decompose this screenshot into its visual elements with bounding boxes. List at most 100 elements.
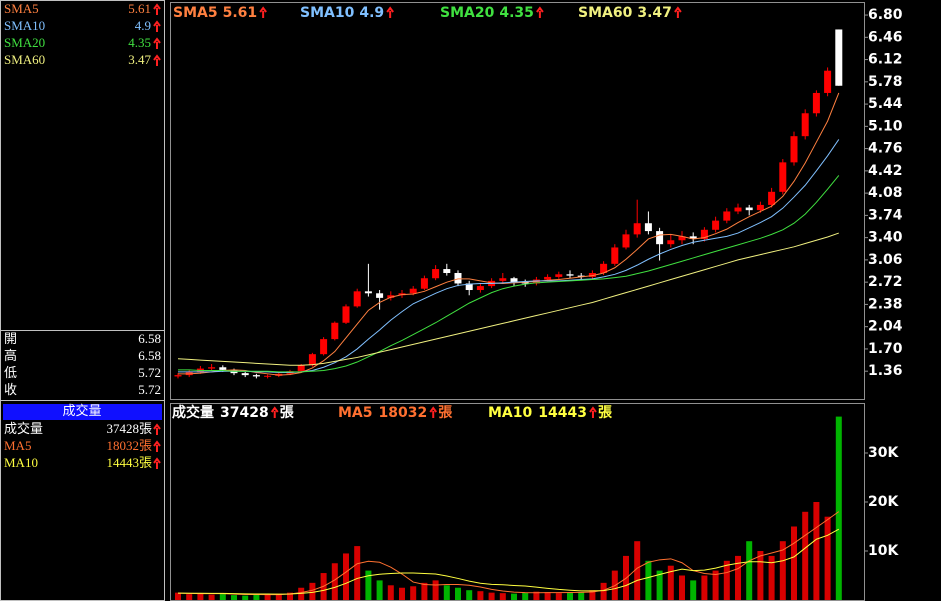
legend-value: 37428 <box>220 405 269 421</box>
volume-bar <box>779 541 786 600</box>
ma-line <box>178 92 840 376</box>
y-tick-label: 6.12 <box>868 52 903 68</box>
ma-line <box>177 528 840 595</box>
up-arrow <box>153 440 161 452</box>
candle-body <box>779 162 787 192</box>
candle-body <box>678 236 686 241</box>
legend-name: MA10 <box>488 405 533 421</box>
legend-value: 3.47 <box>637 5 672 21</box>
legend-value: 5.61 <box>223 5 258 21</box>
y-tick-label: 30K <box>868 445 899 461</box>
ma-line <box>178 139 840 374</box>
up-arrow <box>153 54 161 66</box>
price-panel <box>170 2 865 400</box>
y-tick-label: 3.74 <box>868 207 903 223</box>
candle-body <box>353 291 361 307</box>
side-value: 3.47 <box>128 52 151 67</box>
y-tick-label: 1.36 <box>868 363 903 379</box>
volume-bar <box>499 593 506 600</box>
volume-bar <box>768 555 775 600</box>
volume-bar <box>331 563 338 600</box>
legend-name: 成交量 <box>172 404 214 421</box>
volume-bar <box>802 511 809 600</box>
ohlc-value: 5.72 <box>138 365 161 380</box>
candle-body <box>633 223 641 235</box>
side-unit: 張 <box>139 455 152 470</box>
y-tick-label: 2.72 <box>868 274 903 290</box>
candle-body <box>331 322 339 340</box>
volume-bar <box>701 575 708 600</box>
volume-bar <box>387 585 394 600</box>
up-arrow <box>153 3 161 15</box>
volume-bar <box>567 592 573 600</box>
candle-body <box>824 70 832 93</box>
y-tick-label: 6.46 <box>868 29 903 45</box>
volume-bar <box>679 575 685 600</box>
up-arrow <box>153 20 161 32</box>
candle-body <box>174 375 182 377</box>
legend-unit: 張 <box>438 405 453 421</box>
side-name: 成交量 <box>4 421 43 436</box>
volume-bar <box>824 516 831 600</box>
volume-bar <box>432 580 439 600</box>
y-tick-label: 4.42 <box>868 163 903 179</box>
volume-bar <box>231 595 237 600</box>
candle-body <box>768 191 776 205</box>
side-value: 4.35 <box>128 35 151 50</box>
legend-value: 18032 <box>379 405 428 421</box>
y-tick-label: 6.80 <box>868 7 903 23</box>
ohlc-label: 高 <box>4 348 17 363</box>
volume-bar <box>354 546 361 600</box>
side-value: 18032 <box>107 438 140 453</box>
volume-bar <box>275 593 282 600</box>
y-tick-label: 5.78 <box>868 74 903 90</box>
ohlc-value: 5.72 <box>138 382 161 397</box>
up-arrow <box>153 457 161 469</box>
volume-bar <box>208 594 215 600</box>
volume-bar <box>645 560 652 600</box>
volume-bar <box>578 592 585 600</box>
ma-line <box>177 232 839 366</box>
volume-bar <box>343 553 349 600</box>
candle-body <box>812 92 820 114</box>
volume-bar <box>757 551 764 600</box>
up-arrow <box>536 6 544 18</box>
candle-body <box>667 240 675 245</box>
left-panel <box>0 0 165 601</box>
candle-body <box>208 367 216 369</box>
volume-bar <box>791 526 797 600</box>
candle-body <box>577 275 585 277</box>
side-unit: 張 <box>139 421 152 436</box>
legend-name: SMA10 <box>300 5 355 21</box>
ohlc-label: 低 <box>4 365 17 380</box>
volume-bar <box>264 594 271 600</box>
candle-body <box>555 274 563 277</box>
volume-bar <box>634 541 641 600</box>
volume-bar <box>399 587 405 600</box>
y-tick-label: 4.76 <box>868 141 903 157</box>
volume-bar <box>488 592 495 600</box>
candle-body <box>644 223 652 232</box>
ohlc-label: 開 <box>4 331 17 346</box>
legend-name: SMA60 <box>578 5 633 21</box>
legend-value: 4.35 <box>499 5 534 21</box>
candle-body <box>723 211 731 221</box>
side-name: SMA60 <box>4 52 45 67</box>
legend-unit: 張 <box>598 405 613 421</box>
volume-bar <box>421 582 428 600</box>
legend-name: SMA20 <box>440 5 495 21</box>
candle-body <box>432 269 440 279</box>
volume-bar <box>544 592 551 600</box>
volume-bar <box>253 594 260 600</box>
candle-body <box>308 354 316 366</box>
y-tick-label: 5.44 <box>868 96 903 112</box>
volume-bar <box>600 582 607 600</box>
candle-body <box>700 229 708 239</box>
side-name: SMA5 <box>4 1 39 16</box>
ohlc-value: 6.58 <box>138 331 161 346</box>
candle-body <box>454 272 462 284</box>
volume-bar <box>667 565 674 600</box>
y-tick-label: 20K <box>868 494 899 510</box>
volume-bar <box>175 592 181 600</box>
